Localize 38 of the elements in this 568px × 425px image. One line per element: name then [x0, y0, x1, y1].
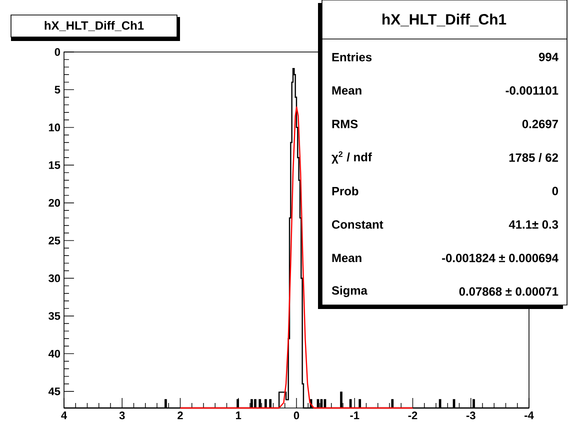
annotation: 0.07868 ± 0.00071 [459, 287, 558, 296]
annotation: -0.001101 [506, 86, 558, 95]
annotation: Mean [332, 86, 362, 95]
x-tick-label: 3 [119, 412, 125, 420]
y-tick-label: 45 [48, 388, 60, 396]
text: 0 [552, 186, 558, 196]
y-tick-label: 0 [54, 48, 60, 56]
x-tick-label: -1 [350, 412, 360, 420]
x-tick-label: 1 [236, 412, 242, 420]
annotation: 41.1± 0.3 [508, 220, 558, 229]
annotation: Sigma [332, 286, 368, 298]
x-tick-label: -3 [466, 412, 476, 420]
annotation: Constant [332, 220, 384, 229]
chart-title: hX_HLT_Diff_Ch1 [44, 20, 144, 32]
annotation: Entries [332, 52, 372, 62]
x-tick-label: 4 [61, 412, 67, 420]
x-tick-label: -2 [408, 412, 418, 420]
annotation: RMS [332, 120, 358, 128]
annotation: Prob [332, 186, 358, 196]
line-series [180, 106, 414, 409]
annotation: 0.2697 [522, 120, 558, 128]
y-tick-label: 10 [48, 124, 60, 132]
annotation: 1785 / 62 [509, 153, 558, 162]
text: 994 [538, 52, 558, 62]
y-tick-label: 25 [48, 236, 60, 244]
text: hX_HLT_Diff_Ch1 [382, 14, 506, 26]
y-tick-label: 35 [48, 312, 60, 320]
y-tick-label: 15 [48, 161, 60, 169]
x-tick-label: 0 [294, 412, 300, 420]
annotation: Mean [332, 254, 362, 262]
annotation: χ$^{2}$ / ndf [332, 151, 372, 164]
annotation: -0.001824 ± 0.000694 [442, 254, 558, 262]
x-tick-label: 2 [178, 412, 183, 420]
y-tick-label: 40 [48, 350, 60, 358]
x-tick-label: -4 [524, 412, 534, 420]
y-tick-label: 30 [48, 274, 60, 282]
y-tick-label: 20 [48, 198, 60, 207]
y-tick-label: 5 [54, 86, 60, 94]
